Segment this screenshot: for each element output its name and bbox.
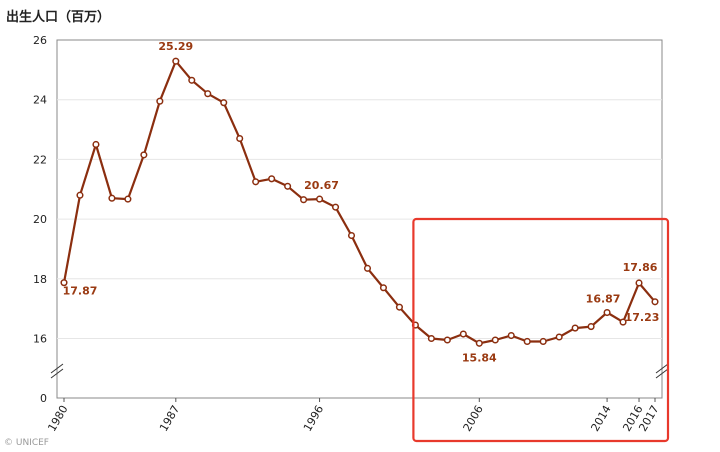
data-label: 17.87 <box>63 285 98 298</box>
data-point <box>76 191 84 199</box>
data-point <box>284 182 292 190</box>
y-tick-label: 24 <box>33 94 47 107</box>
x-tick-label: 1996 <box>301 403 326 434</box>
data-point <box>443 336 451 344</box>
data-point <box>220 99 228 107</box>
data-label: 17.23 <box>625 311 660 324</box>
data-point <box>140 151 148 159</box>
source-credit: © UNICEF <box>4 438 49 448</box>
data-point <box>204 90 212 98</box>
axis-break-mark <box>655 368 669 379</box>
data-point <box>427 334 435 343</box>
data-point <box>172 57 180 65</box>
data-point <box>331 203 340 211</box>
data-point <box>108 194 116 202</box>
data-point <box>619 318 627 326</box>
data-point <box>236 134 244 143</box>
data-label: 15.84 <box>462 351 497 364</box>
y-tick-label: 0 <box>40 392 47 405</box>
chart-title: 出生人口（百万） <box>6 10 111 25</box>
data-label: 16.87 <box>586 293 621 306</box>
x-tick-label: 1987 <box>157 403 182 434</box>
data-point <box>379 284 388 292</box>
x-tick-label: 2014 <box>588 403 613 434</box>
x-tick-label: 2006 <box>461 403 486 434</box>
data-point <box>459 330 467 338</box>
data-point <box>587 323 595 331</box>
axis-break-mark <box>50 363 64 374</box>
data-point <box>124 195 132 203</box>
y-tick-label: 18 <box>33 273 47 286</box>
axis-break-mark <box>655 363 669 374</box>
data-point <box>300 196 308 204</box>
data-label: 25.29 <box>158 40 193 53</box>
data-point <box>603 308 611 317</box>
y-tick-label: 22 <box>33 153 47 166</box>
data-point <box>395 303 403 311</box>
data-point <box>475 339 483 347</box>
x-tick-label: 1980 <box>45 403 70 434</box>
data-point <box>571 324 579 332</box>
data-point <box>316 195 324 203</box>
y-tick-label: 20 <box>33 213 47 226</box>
data-label: 20.67 <box>304 179 339 192</box>
data-point <box>635 279 643 287</box>
data-point <box>523 337 531 346</box>
data-point <box>188 76 196 84</box>
y-tick-label: 26 <box>33 34 47 47</box>
data-point <box>363 264 372 272</box>
axis-break-mark <box>50 368 64 379</box>
data-point <box>156 97 164 105</box>
data-point <box>347 231 356 240</box>
data-point <box>651 298 659 306</box>
data-point <box>507 331 515 340</box>
data-label: 17.86 <box>623 261 658 274</box>
data-point <box>252 178 260 186</box>
data-point <box>60 279 68 287</box>
data-point <box>555 333 563 341</box>
highlight-box <box>412 217 670 443</box>
data-point <box>491 336 499 344</box>
data-point <box>268 175 276 183</box>
data-point <box>92 140 100 149</box>
data-point <box>539 337 547 346</box>
y-tick-label: 16 <box>33 333 47 346</box>
